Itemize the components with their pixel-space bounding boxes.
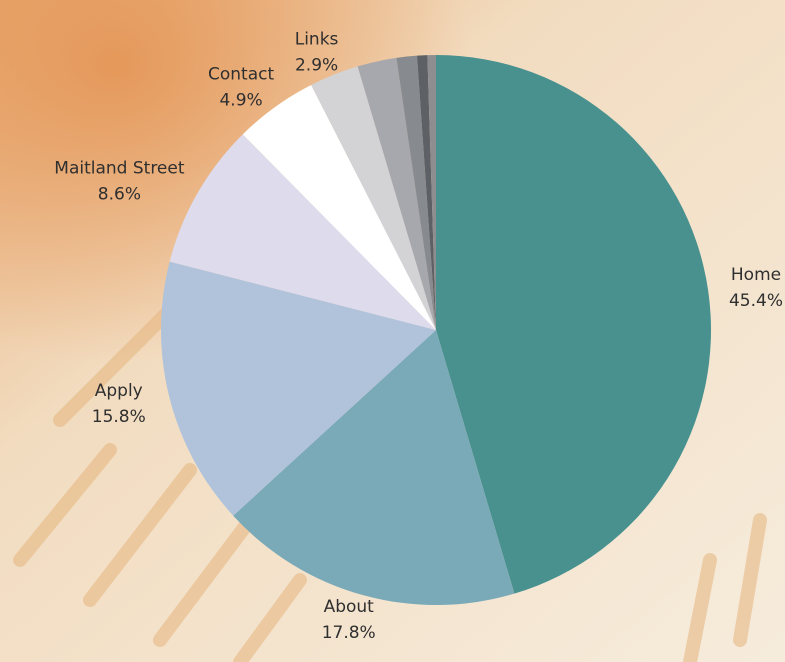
slice-label: Home [731, 265, 781, 285]
chart: Home 45.4% About 17.8% Apply 15.8% Maitland St… [0, 0, 785, 662]
slice-value-label: 45.4% [729, 291, 783, 311]
slice-value-label: 15.8% [92, 407, 146, 427]
slice-label: Apply [95, 381, 143, 401]
slice-label: Links [295, 29, 339, 49]
slice-label: About [324, 597, 375, 617]
slice-value-label: 8.6% [98, 185, 141, 205]
slice-value-label: 2.9% [295, 55, 338, 75]
slice-label: Contact [208, 65, 274, 85]
slice-value-label: 4.9% [219, 91, 262, 111]
slice-value-label: 17.8% [322, 623, 376, 643]
slice-label: Maitland Street [54, 159, 185, 179]
pie [161, 55, 711, 605]
